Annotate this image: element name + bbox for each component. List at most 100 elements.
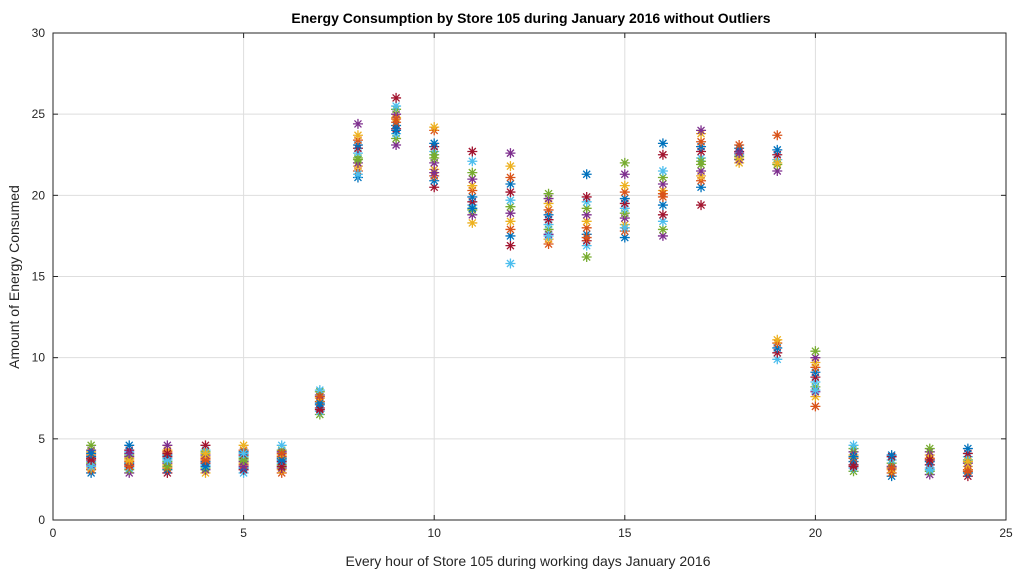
data-point (619, 187, 630, 198)
data-point (314, 385, 325, 396)
data-point (86, 461, 97, 472)
data-point (391, 101, 402, 112)
data-point (657, 172, 668, 183)
data-point (543, 230, 554, 241)
data-point (352, 169, 363, 180)
data-point (581, 232, 592, 243)
data-point (505, 216, 516, 227)
axis-ticks: 0 5 10 15 20 25 0 5 10 15 20 25 30 (32, 26, 1013, 540)
data-point (696, 136, 707, 147)
data-point (696, 125, 707, 136)
data-point (619, 180, 630, 191)
data-point (505, 258, 516, 269)
data-point (810, 385, 821, 396)
data-point (391, 92, 402, 103)
data-point (505, 172, 516, 183)
y-tick-label: 15 (32, 270, 46, 284)
y-axis-label: Amount of Energy Consumed (6, 185, 22, 369)
data-point (200, 454, 211, 465)
data-point (696, 165, 707, 176)
data-point (581, 216, 592, 227)
data-point (696, 156, 707, 167)
data-point (543, 188, 554, 199)
data-point (200, 448, 211, 459)
data-point (772, 130, 783, 141)
data-point (657, 165, 668, 176)
data-point (276, 461, 287, 472)
data-point (619, 232, 630, 243)
data-point (314, 398, 325, 409)
data-point (238, 448, 249, 459)
x-axis-label: Every hour of Store 105 during working d… (346, 553, 711, 569)
data-point (810, 352, 821, 363)
data-point (619, 169, 630, 180)
data-point (848, 451, 859, 462)
data-point (657, 216, 668, 227)
data-point (467, 167, 478, 178)
data-point (924, 454, 935, 465)
data-point (429, 182, 440, 193)
data-point (467, 191, 478, 202)
data-point (581, 252, 592, 263)
data-point (505, 161, 516, 172)
data-point (734, 148, 745, 159)
data-point (276, 454, 287, 465)
data-point (962, 456, 973, 467)
data-point (962, 466, 973, 477)
data-point (162, 440, 173, 451)
grid-lines (53, 33, 1006, 520)
data-point (581, 222, 592, 233)
data-point (924, 443, 935, 454)
data-point (314, 404, 325, 415)
data-point (352, 154, 363, 165)
data-point (352, 130, 363, 141)
data-point (86, 440, 97, 451)
data-point (505, 224, 516, 235)
y-tick-label: 0 (38, 513, 45, 527)
data-point (467, 174, 478, 185)
data-point (200, 461, 211, 472)
y-tick-label: 10 (32, 351, 46, 365)
data-point (962, 443, 973, 454)
chart-title: Energy Consumption by Store 105 during J… (291, 10, 770, 26)
data-point (238, 440, 249, 451)
data-point (619, 157, 630, 168)
x-tick-label: 20 (809, 526, 823, 540)
data-point (352, 118, 363, 129)
data-points (86, 92, 973, 482)
y-tick-label: 5 (38, 432, 45, 446)
data-point (124, 448, 135, 459)
data-point (657, 224, 668, 235)
data-point (429, 122, 440, 133)
data-point (657, 230, 668, 241)
data-point (505, 148, 516, 159)
data-point (429, 138, 440, 149)
data-point (276, 440, 287, 451)
data-point (505, 201, 516, 212)
data-point (772, 157, 783, 168)
data-point (581, 209, 592, 220)
data-point (657, 209, 668, 220)
data-point (86, 448, 97, 459)
data-point (581, 169, 592, 180)
data-point (238, 461, 249, 472)
data-point (391, 140, 402, 151)
data-point (505, 240, 516, 251)
data-point (657, 138, 668, 149)
data-point (772, 354, 783, 365)
data-point (505, 230, 516, 241)
data-point (467, 156, 478, 167)
x-tick-label: 25 (999, 526, 1013, 540)
data-point (696, 182, 707, 193)
data-point (848, 440, 859, 451)
data-point (772, 334, 783, 345)
x-tick-label: 15 (618, 526, 632, 540)
x-tick-label: 0 (50, 526, 57, 540)
data-point (162, 448, 173, 459)
data-point (467, 217, 478, 228)
data-point (581, 191, 592, 202)
data-point (238, 454, 249, 465)
data-point (886, 450, 897, 461)
data-point (848, 461, 859, 472)
